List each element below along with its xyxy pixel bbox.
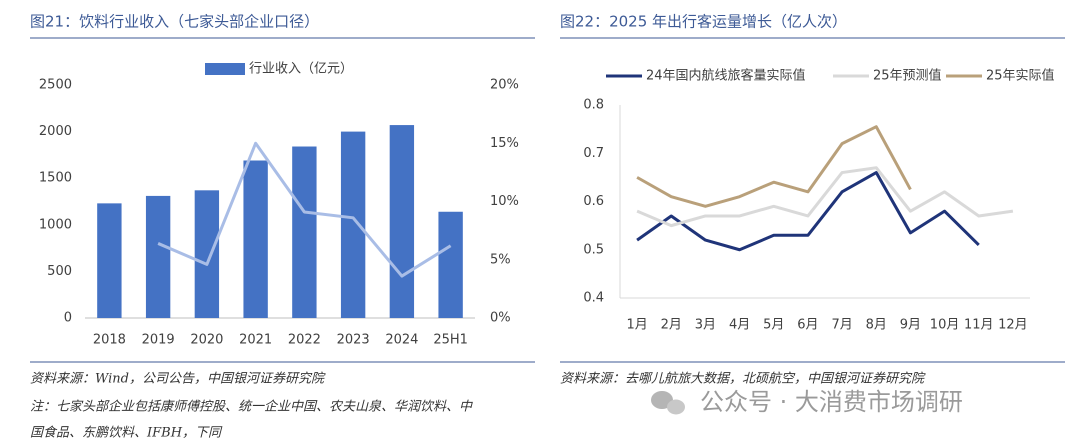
line	[636, 171, 980, 252]
x-tick-label: 7月	[831, 318, 852, 333]
y-tick-label: 2500	[39, 78, 72, 93]
x-tick-label: 2月	[661, 318, 682, 333]
bar	[292, 146, 317, 318]
bar	[389, 125, 415, 319]
y2-tick-label: 20%	[490, 78, 519, 93]
source: 资料来源：去哪儿航旅大数据，北硕航空，中国银河证券研究院	[560, 371, 926, 387]
chart-title: 图22：2025 年出行客运量增长（亿人次）	[560, 13, 847, 31]
y2-tick-label: 0%	[490, 311, 511, 326]
line	[157, 141, 452, 278]
y-tick-label: 1000	[39, 217, 72, 232]
x-tick-label: 8月	[866, 318, 887, 333]
x-tick-label: 10月	[930, 318, 960, 333]
y2-tick-label: 10%	[490, 194, 519, 209]
x-tick-label: 2023	[337, 333, 370, 348]
x-tick-label: 11月	[964, 318, 994, 333]
x-tick-label: 1月	[626, 318, 647, 333]
y-tick-label: 2000	[39, 124, 72, 139]
x-tick-label: 5月	[763, 318, 784, 333]
legend-swatch	[205, 63, 245, 75]
y2-tick-label: 5%	[490, 252, 511, 267]
x-tick-label: 2019	[142, 333, 175, 348]
bar	[243, 160, 268, 318]
y-tick-label: 1500	[39, 171, 72, 186]
y-tick-label: 0.4	[583, 291, 604, 306]
y-tick-label: 0.5	[583, 242, 604, 257]
x-tick-label: 2022	[288, 333, 321, 348]
x-tick-label: 25H1	[433, 333, 468, 348]
bar	[145, 195, 171, 318]
x-tick-label: 2020	[190, 333, 223, 348]
y-tick-label: 500	[47, 264, 72, 279]
legend-label: 行业收入（亿元）	[249, 62, 353, 77]
x-tick-label: 2024	[385, 333, 418, 348]
x-tick-label: 6月	[797, 318, 818, 333]
watermark: 公众号 · 大消费市场调研	[700, 388, 963, 416]
line	[636, 125, 912, 208]
legend-label: 25年预测值	[873, 68, 942, 84]
y-tick-label: 0	[64, 311, 72, 326]
watermark-icon	[651, 391, 685, 415]
x-tick-label: 9月	[900, 318, 921, 333]
source: 资料来源：Wind，公司公告，中国银河证券研究院	[30, 371, 326, 387]
bar	[97, 203, 122, 318]
legend-label: 25年实际值	[986, 68, 1055, 84]
x-tick-label: 2021	[239, 333, 272, 348]
y-tick-label: 0.8	[583, 98, 604, 113]
chart-title: 图21：饮料行业收入（七家头部企业口径）	[30, 13, 319, 31]
bar	[340, 131, 366, 318]
y2-tick-label: 15%	[490, 136, 519, 151]
bar	[194, 190, 220, 318]
bar	[438, 211, 463, 318]
x-tick-label: 4月	[729, 318, 750, 333]
y-tick-label: 0.6	[583, 194, 604, 209]
legend-label: 24年国内航线旅客量实际值	[646, 68, 806, 84]
x-tick-label: 2018	[93, 333, 126, 348]
x-tick-label: 3月	[695, 318, 716, 333]
x-tick-label: 12月	[998, 318, 1028, 333]
note: 注：七家头部企业包括康师傅控股、统一企业中国、农夫山泉、华润饮料、中	[30, 399, 473, 415]
line	[636, 166, 1014, 228]
note: 国食品、东鹏饮料、IFBH，下同	[30, 425, 223, 441]
y-tick-label: 0.7	[583, 146, 604, 161]
